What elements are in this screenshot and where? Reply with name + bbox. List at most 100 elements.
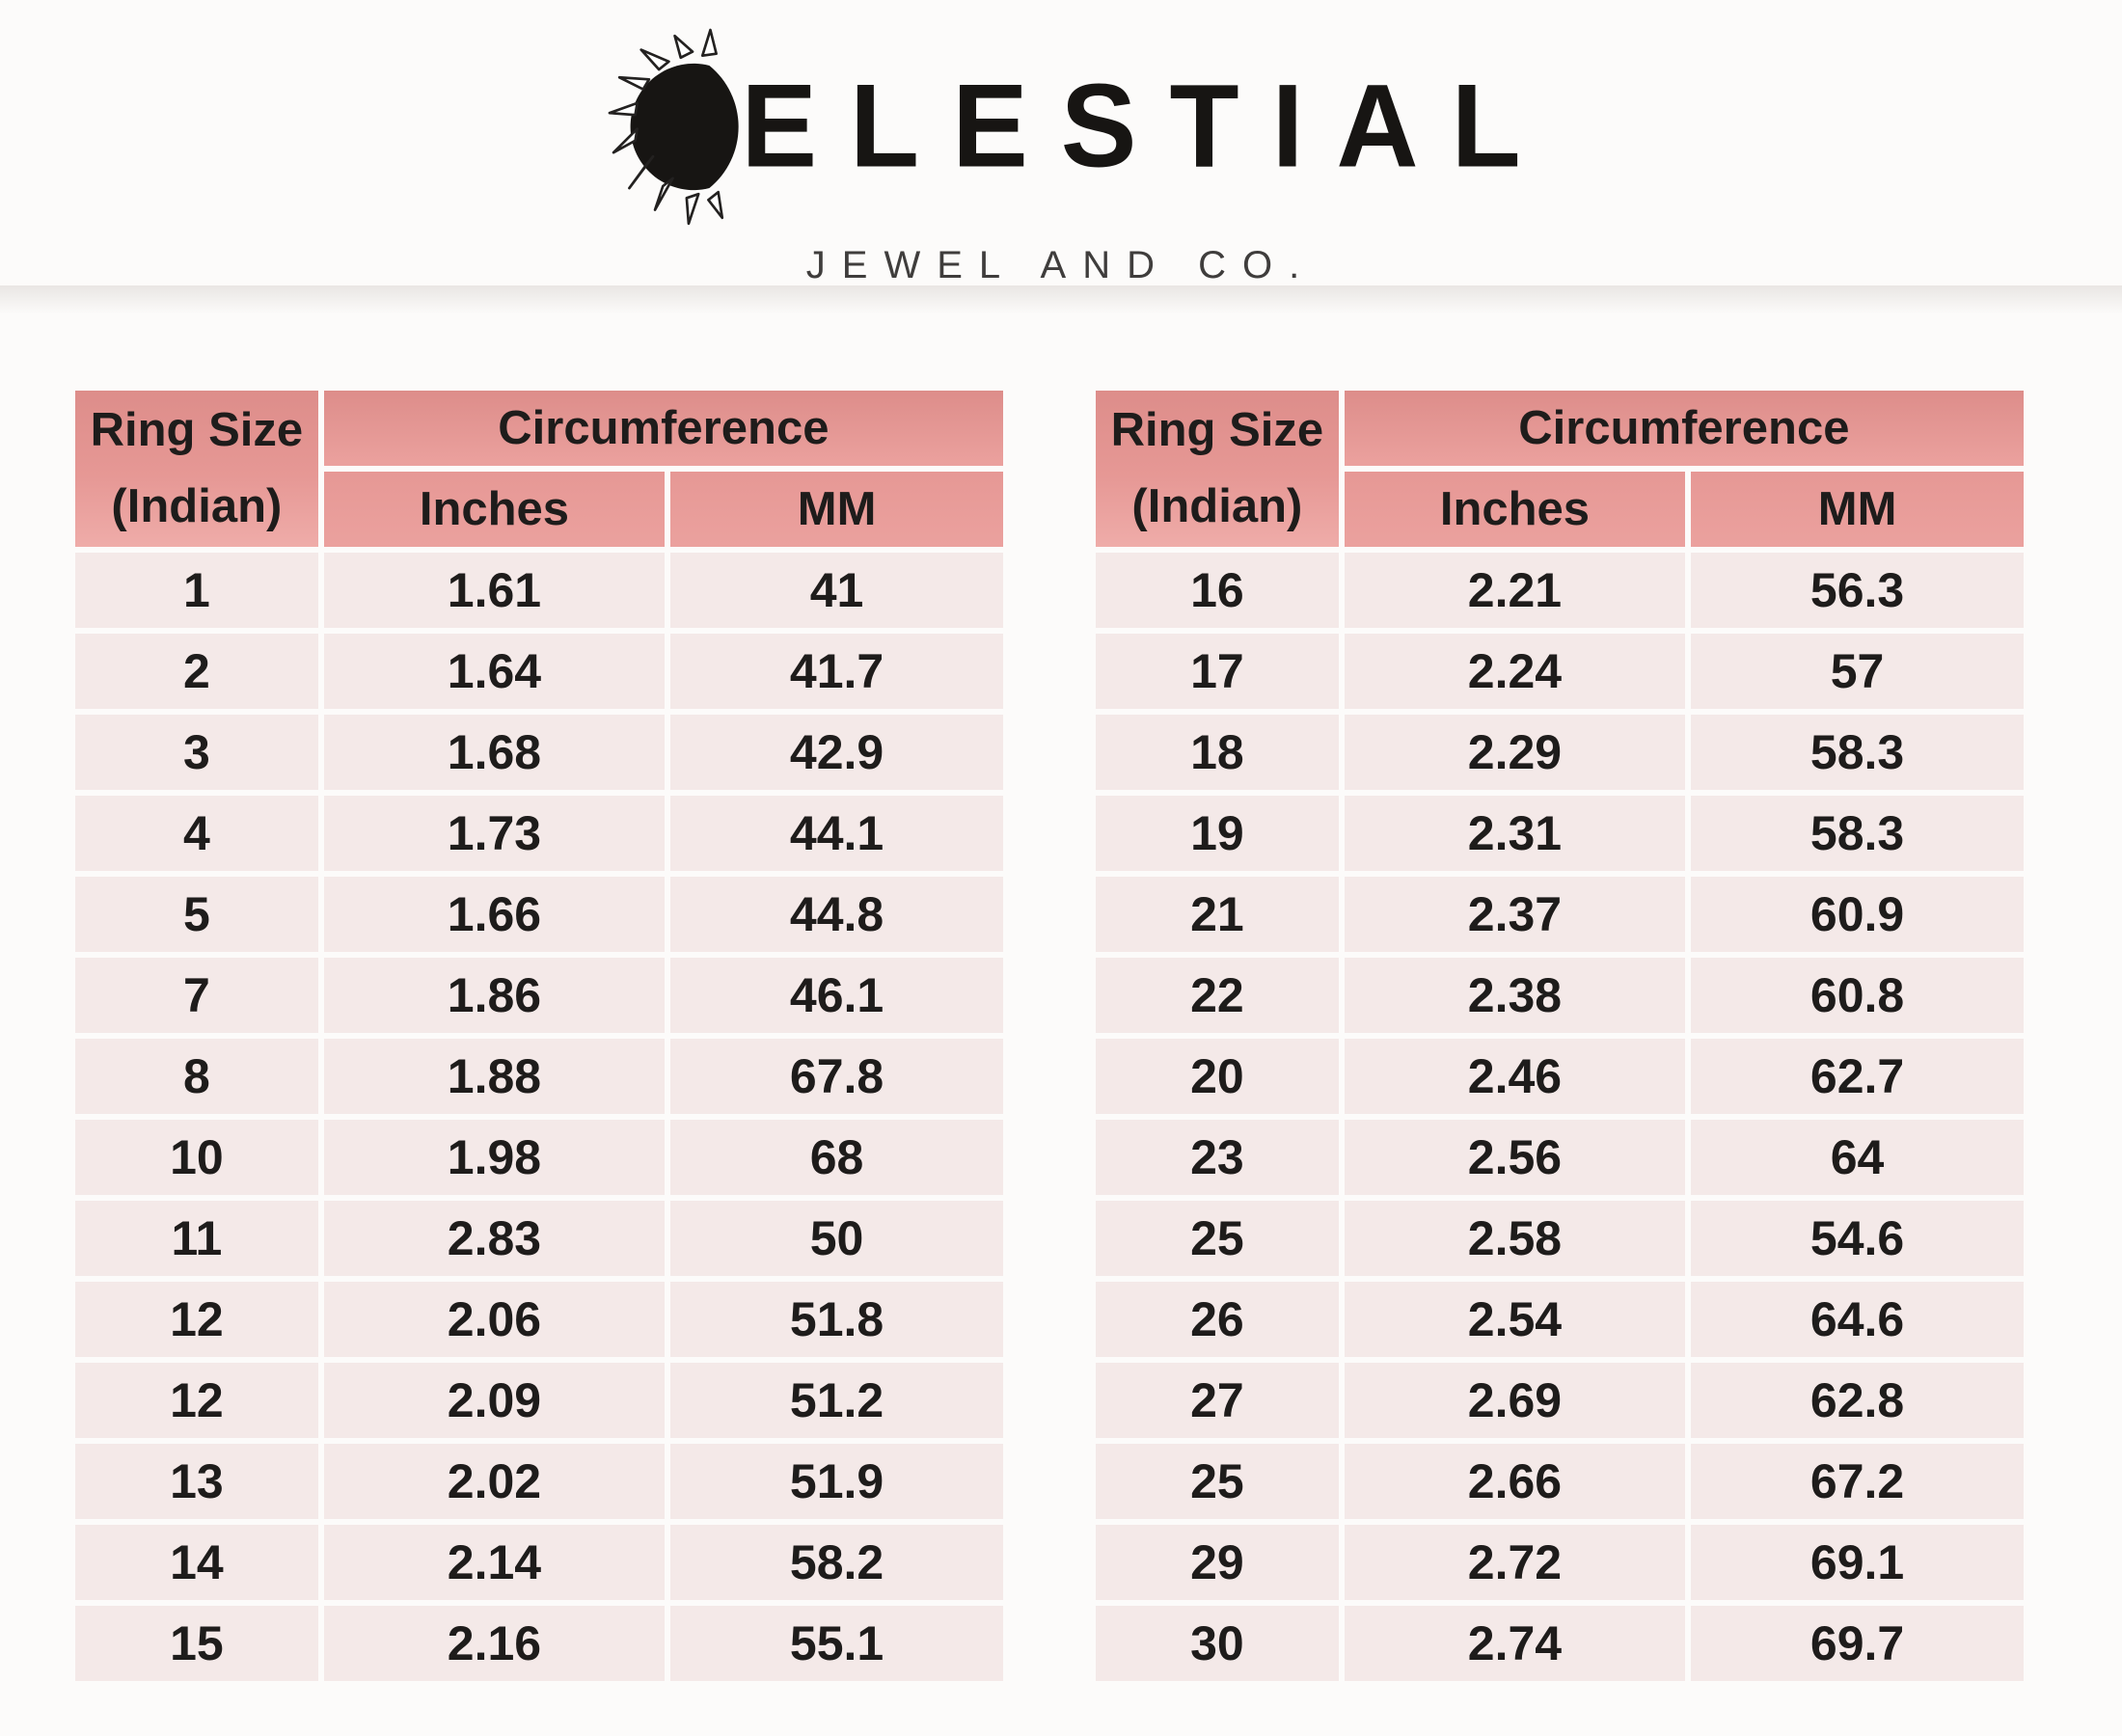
ring-size-cell: 23 [1096, 1120, 1339, 1195]
ring-size-table-left-body: 1 1.61 41 2 1.64 41.7 3 1.68 42.9 4 1.73… [75, 553, 1003, 1681]
mm-cell: 50 [670, 1201, 1003, 1276]
ring-size-cell: 14 [75, 1525, 318, 1600]
mm-cell: 64.6 [1691, 1282, 2024, 1357]
ring-size-header-line1: Ring Size [90, 404, 304, 456]
ring-size-cell: 29 [1096, 1525, 1339, 1600]
mm-cell: 62.8 [1691, 1363, 2024, 1438]
inches-cell: 1.64 [323, 634, 666, 709]
ring-size-cell: 7 [75, 958, 318, 1033]
table-row: 13 2.02 51.9 [75, 1444, 1003, 1519]
table-row: 25 2.66 67.2 [1096, 1444, 2024, 1519]
ring-size-cell: 8 [75, 1039, 318, 1114]
table-row: 7 1.86 46.1 [75, 958, 1003, 1033]
mm-cell: 57 [1691, 634, 2024, 709]
mm-cell: 58.3 [1691, 796, 2024, 871]
ring-size-header-line2: (Indian) [1131, 480, 1303, 532]
table-row: 30 2.74 69.7 [1096, 1606, 2024, 1681]
table-row: 4 1.73 44.1 [75, 796, 1003, 871]
inches-cell: 1.61 [323, 553, 666, 628]
table-row: 20 2.46 62.7 [1096, 1039, 2024, 1114]
ring-size-cell: 12 [75, 1363, 318, 1438]
inches-cell: 2.66 [1344, 1444, 1686, 1519]
table-row: 1 1.61 41 [75, 553, 1003, 628]
circumference-column-header: Circumference [1344, 391, 2024, 466]
ring-size-table-left: Ring Size (Indian) Circumference Inches … [69, 385, 1009, 1687]
inches-column-header: Inches [1344, 472, 1686, 547]
ring-size-cell: 25 [1096, 1444, 1339, 1519]
ring-size-cell: 25 [1096, 1201, 1339, 1276]
mm-column-header: MM [1691, 472, 2024, 547]
table-row: 15 2.16 55.1 [75, 1606, 1003, 1681]
mm-cell: 64 [1691, 1120, 2024, 1195]
ring-size-cell: 3 [75, 715, 318, 790]
table-row: 5 1.66 44.8 [75, 877, 1003, 952]
table-row: 29 2.72 69.1 [1096, 1525, 2024, 1600]
inches-cell: 2.02 [323, 1444, 666, 1519]
mm-cell: 67.2 [1691, 1444, 2024, 1519]
table-row: 11 2.83 50 [75, 1201, 1003, 1276]
mm-cell: 67.8 [670, 1039, 1003, 1114]
table-row: 3 1.68 42.9 [75, 715, 1003, 790]
table-row: 17 2.24 57 [1096, 634, 2024, 709]
mm-cell: 41 [670, 553, 1003, 628]
mm-cell: 46.1 [670, 958, 1003, 1033]
ring-size-cell: 16 [1096, 553, 1339, 628]
ring-size-cell: 15 [75, 1606, 318, 1681]
mm-column-header: MM [670, 472, 1003, 547]
inches-cell: 1.86 [323, 958, 666, 1033]
inches-cell: 2.72 [1344, 1525, 1686, 1600]
table-row: 21 2.37 60.9 [1096, 877, 2024, 952]
inches-cell: 2.54 [1344, 1282, 1686, 1357]
ring-size-cell: 4 [75, 796, 318, 871]
ring-size-table-right: Ring Size (Indian) Circumference Inches … [1090, 385, 2029, 1687]
table-row: 14 2.14 58.2 [75, 1525, 1003, 1600]
ring-size-cell: 10 [75, 1120, 318, 1195]
inches-cell: 1.68 [323, 715, 666, 790]
mm-cell: 54.6 [1691, 1201, 2024, 1276]
ring-size-header-line1: Ring Size [1110, 404, 1324, 456]
ring-size-cell: 22 [1096, 958, 1339, 1033]
ring-size-cell: 12 [75, 1282, 318, 1357]
inches-cell: 2.38 [1344, 958, 1686, 1033]
size-chart-area: Ring Size (Indian) Circumference Inches … [69, 385, 2053, 1687]
inches-cell: 2.24 [1344, 634, 1686, 709]
brand-name-text: ELESTIAL [741, 59, 1554, 193]
inches-cell: 1.98 [323, 1120, 666, 1195]
table-row: 8 1.88 67.8 [75, 1039, 1003, 1114]
inches-cell: 2.14 [323, 1525, 666, 1600]
inches-cell: 2.09 [323, 1363, 666, 1438]
inches-cell: 2.58 [1344, 1201, 1686, 1276]
brand-wordmark: ELESTIAL [568, 27, 1554, 226]
table-row: 22 2.38 60.8 [1096, 958, 2024, 1033]
mm-cell: 51.8 [670, 1282, 1003, 1357]
ring-size-cell: 2 [75, 634, 318, 709]
inches-cell: 1.88 [323, 1039, 666, 1114]
ring-size-cell: 11 [75, 1201, 318, 1276]
inches-cell: 2.21 [1344, 553, 1686, 628]
mm-cell: 60.9 [1691, 877, 2024, 952]
mm-cell: 69.7 [1691, 1606, 2024, 1681]
ring-size-cell: 18 [1096, 715, 1339, 790]
mm-cell: 56.3 [1691, 553, 2024, 628]
mm-cell: 58.3 [1691, 715, 2024, 790]
ring-size-cell: 30 [1096, 1606, 1339, 1681]
table-row: 2 1.64 41.7 [75, 634, 1003, 709]
table-row: 16 2.21 56.3 [1096, 553, 2024, 628]
table-row: 19 2.31 58.3 [1096, 796, 2024, 871]
mm-cell: 51.2 [670, 1363, 1003, 1438]
ring-size-column-header: Ring Size (Indian) [1096, 391, 1339, 547]
inches-cell: 2.06 [323, 1282, 666, 1357]
mm-cell: 51.9 [670, 1444, 1003, 1519]
table-row: 12 2.06 51.8 [75, 1282, 1003, 1357]
table-row: 27 2.69 62.8 [1096, 1363, 2024, 1438]
inches-cell: 2.69 [1344, 1363, 1686, 1438]
inches-cell: 1.73 [323, 796, 666, 871]
table-row: 12 2.09 51.2 [75, 1363, 1003, 1438]
inches-column-header: Inches [323, 472, 666, 547]
inches-cell: 2.29 [1344, 715, 1686, 790]
ring-size-table-right-body: 16 2.21 56.3 17 2.24 57 18 2.29 58.3 19 … [1096, 553, 2024, 1681]
ring-size-cell: 20 [1096, 1039, 1339, 1114]
table-row: 26 2.54 64.6 [1096, 1282, 2024, 1357]
brand-header: ELESTIAL JEWEL AND CO. [0, 27, 2122, 287]
circumference-column-header: Circumference [323, 391, 1003, 466]
